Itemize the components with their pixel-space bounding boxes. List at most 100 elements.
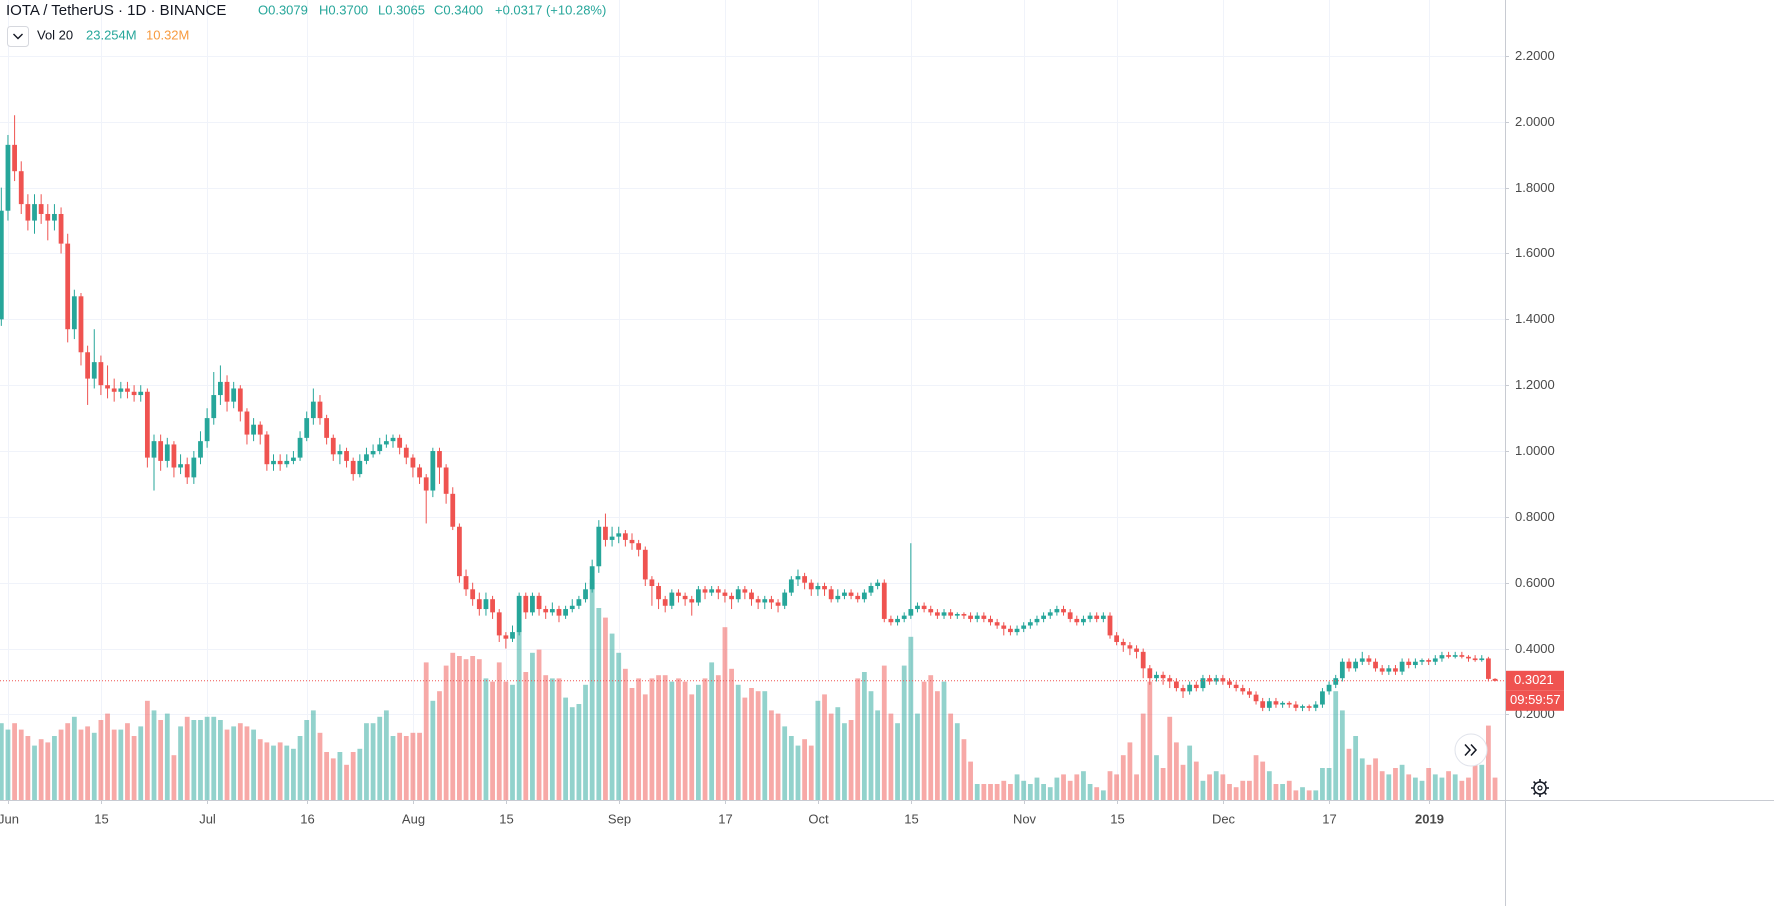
candle-body xyxy=(291,457,296,461)
volume-bar xyxy=(1001,780,1007,800)
volume-bar xyxy=(795,745,801,800)
volume-bar xyxy=(1134,774,1139,800)
volume-bar xyxy=(125,723,130,800)
volume-bar xyxy=(656,675,661,800)
candle-body xyxy=(908,609,914,616)
volume-bar xyxy=(330,758,336,800)
candle-body xyxy=(536,595,542,610)
volume-bar xyxy=(324,752,330,800)
candle-body xyxy=(1359,658,1365,662)
volume-bar xyxy=(835,707,841,800)
volume-bar xyxy=(1353,736,1359,800)
volume-bar xyxy=(842,723,847,800)
candle-body xyxy=(85,352,91,379)
candle-body xyxy=(516,595,522,633)
candle-body xyxy=(656,586,661,600)
candle-body xyxy=(729,595,734,600)
collapse-button[interactable] xyxy=(7,26,29,47)
volume-bar xyxy=(855,678,861,800)
candle-body xyxy=(649,579,655,587)
volume-bar xyxy=(490,681,495,800)
candle-body xyxy=(968,615,973,619)
candle-body xyxy=(1213,678,1219,682)
volume-bar xyxy=(45,742,51,800)
volume-bar xyxy=(908,636,914,800)
candle-body xyxy=(463,576,469,590)
candle-body xyxy=(1300,706,1305,708)
candle-body xyxy=(842,592,847,596)
volume-bar xyxy=(861,672,867,800)
candle-body xyxy=(410,457,416,468)
volume-bar xyxy=(1479,764,1485,800)
volume-layer xyxy=(0,579,1498,800)
candle-body xyxy=(198,441,203,458)
candle-body xyxy=(1240,688,1246,692)
volume-bar xyxy=(158,720,164,800)
volume-bar xyxy=(1426,768,1432,800)
volume-bar xyxy=(769,710,774,800)
candle-body xyxy=(52,213,57,221)
candle-body xyxy=(530,595,535,613)
candle-body xyxy=(450,493,456,527)
candle-body xyxy=(988,618,993,623)
candle-body xyxy=(65,243,71,330)
y-tick-label: 1.6000 xyxy=(1515,245,1555,260)
candle-body xyxy=(1247,691,1252,695)
candle-body xyxy=(881,582,887,619)
candle-body xyxy=(98,362,104,386)
candle-body xyxy=(344,451,349,461)
candle-body xyxy=(782,592,788,606)
volume-bar xyxy=(131,736,137,800)
candle-body xyxy=(1014,628,1020,633)
volume-bar xyxy=(91,732,97,800)
candle-body xyxy=(277,460,283,465)
candle-body xyxy=(224,381,230,402)
candle-body xyxy=(583,589,588,600)
candle-body xyxy=(715,589,721,593)
volume-bar xyxy=(1492,777,1498,800)
candle-body xyxy=(1479,658,1485,661)
symbol-title: IOTA / TetherUS · 1D · BINANCE xyxy=(6,2,226,19)
candle-body xyxy=(105,385,110,389)
volume-bar xyxy=(709,662,715,800)
settings-button[interactable] xyxy=(1531,779,1549,797)
candle-body xyxy=(204,418,210,442)
volume-bar xyxy=(383,710,389,800)
candle-body xyxy=(1074,618,1080,623)
volume-bar xyxy=(1220,774,1226,800)
volume-bar xyxy=(603,617,608,800)
candle-body xyxy=(1041,615,1046,619)
volume-bar xyxy=(1094,787,1100,800)
candle-body xyxy=(722,592,728,596)
volume-bar xyxy=(25,736,31,800)
candle-body xyxy=(131,391,137,396)
volume-bar xyxy=(218,720,223,800)
candle-body xyxy=(1346,661,1352,669)
volume-bar xyxy=(616,652,622,800)
volume-bar xyxy=(211,716,217,800)
candle-body xyxy=(755,599,761,603)
candle-body xyxy=(1333,678,1339,685)
candle-body xyxy=(1227,681,1232,685)
candle-body xyxy=(503,635,509,639)
y-tick-label: 0.8000 xyxy=(1515,509,1555,524)
volume-bar xyxy=(788,736,794,800)
volume-bar xyxy=(921,681,927,800)
candle-body xyxy=(762,599,768,603)
volume-bar xyxy=(184,716,190,800)
candle-body xyxy=(1200,678,1206,689)
candle-body xyxy=(994,622,1000,626)
volume-bar xyxy=(463,659,469,800)
volume-bar xyxy=(676,678,681,800)
candle-body xyxy=(676,592,681,596)
volume-bar xyxy=(364,723,369,800)
x-tick-label: Aug xyxy=(402,811,425,826)
volume-bar xyxy=(1061,774,1066,800)
volume-bar xyxy=(178,726,183,800)
candle-body xyxy=(377,444,383,452)
volume-bar xyxy=(397,732,403,800)
candle-body xyxy=(1067,612,1073,619)
candle-body xyxy=(822,586,827,590)
volume-bar xyxy=(1280,784,1285,800)
